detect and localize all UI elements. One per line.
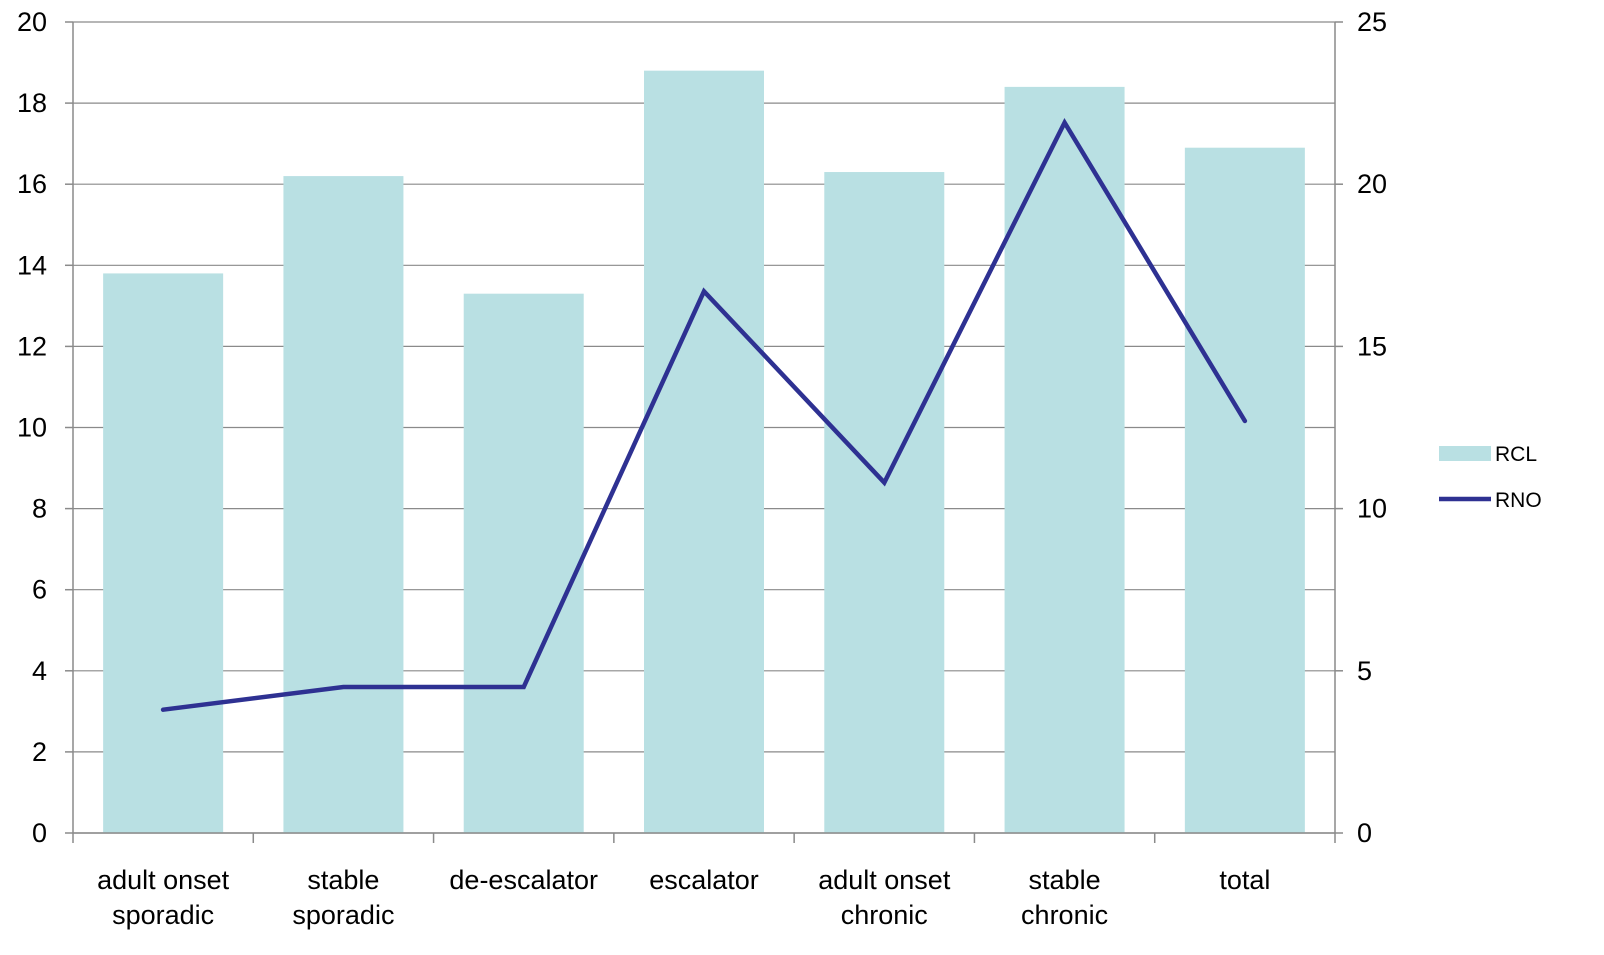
legend-label-rcl: RCL [1495,443,1537,466]
left-tick-label: 10 [17,413,47,443]
rno-line-series [160,117,1248,712]
right-tick-label: 10 [1357,494,1387,524]
left-tick-label: 16 [17,169,47,199]
left-tick-label: 18 [17,88,47,118]
bar-rcl [283,176,404,834]
bar-rcl [1184,147,1305,833]
left-tick-label: 8 [32,494,47,524]
left-axis-ticks: 0 2 4 6 8 10 12 14 16 18 20 [17,7,47,848]
right-axis-ticks: 0 5 10 15 20 25 [1357,7,1387,848]
category-label: total [1219,865,1270,895]
category-label: stable chronic [1021,865,1108,930]
left-tick-label: 6 [32,575,47,605]
right-tick-label: 5 [1357,656,1372,686]
category-label: adult onset chronic [818,865,951,930]
bar-rcl [463,293,584,833]
legend-label-rno: RNO [1495,489,1542,512]
bar-rcl [644,70,764,833]
left-tick-label: 12 [17,331,47,361]
rcl-bars [103,70,1305,834]
legend: RCL RNO [1439,443,1542,512]
bar-rcl [1004,86,1125,833]
right-tick-label: 15 [1357,331,1387,361]
right-tick-label: 20 [1357,169,1387,199]
left-tick-label: 4 [32,656,47,686]
bar-rcl [824,172,945,833]
left-tick-label: 0 [32,818,47,848]
axes [65,21,1343,843]
category-label: de-escalator [449,865,598,895]
category-label: adult onset sporadic [97,865,230,930]
left-tick-label: 20 [17,7,47,37]
bar-rcl [103,273,224,833]
right-tick-label: 25 [1357,7,1387,37]
left-tick-label: 2 [32,737,47,767]
category-label: stable sporadic [292,865,394,930]
left-tick-label: 14 [17,250,47,280]
category-labels: adult onset sporadic stable sporadic de-esca… [97,865,1270,930]
line-rno [160,117,1248,712]
category-label: escalator [649,865,759,895]
legend-swatch-rcl [1439,446,1491,461]
right-tick-label: 0 [1357,818,1372,848]
